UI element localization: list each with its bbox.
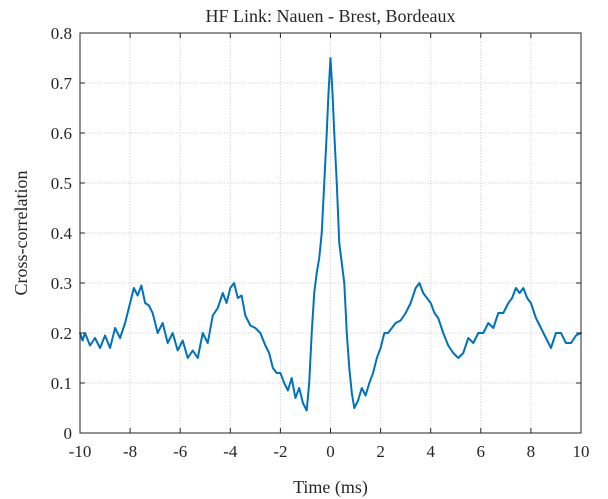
x-tick-label: -8 xyxy=(123,442,137,461)
data-series xyxy=(79,57,582,412)
x-axis-label: Time (ms) xyxy=(293,477,368,498)
x-tick-label: -10 xyxy=(69,442,92,461)
x-tick-label: 6 xyxy=(477,442,486,461)
chart-title: HF Link: Nauen - Brest, Bordeaux xyxy=(206,6,456,26)
y-tick-label: 0.8 xyxy=(51,24,72,43)
y-axis-label: Cross-correlation xyxy=(11,171,31,296)
series-line-0 xyxy=(79,57,582,412)
x-tick-label: 2 xyxy=(376,442,385,461)
x-tick-label: -4 xyxy=(223,442,238,461)
x-tick-label: -2 xyxy=(273,442,287,461)
x-tick-label: 0 xyxy=(326,442,335,461)
y-tick-label: 0.3 xyxy=(51,274,72,293)
axis-ticks: -10 -8 -6 -4 -2 0 2 4 6 8 10 0 0.1 0.2 0.3 0.4 0.5 0.6 0.7… xyxy=(51,24,590,461)
y-tick-label: 0 xyxy=(64,424,73,443)
y-tick-label: 0.6 xyxy=(51,124,72,143)
y-tick-label: 0.7 xyxy=(51,74,73,93)
y-tick-label: 0.5 xyxy=(51,174,72,193)
y-tick-label: 0.4 xyxy=(51,224,73,243)
y-tick-label: 0.2 xyxy=(51,324,72,343)
x-tick-label: 8 xyxy=(527,442,536,461)
y-tick-label: 0.1 xyxy=(51,374,72,393)
x-tick-label: 4 xyxy=(426,442,435,461)
x-tick-label: -6 xyxy=(173,442,187,461)
x-tick-label: 10 xyxy=(573,442,590,461)
